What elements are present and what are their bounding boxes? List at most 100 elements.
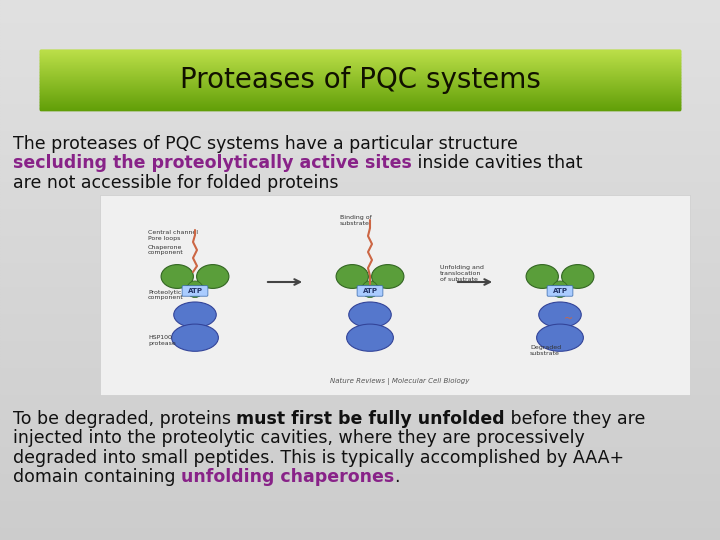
FancyBboxPatch shape xyxy=(547,286,573,296)
Bar xyxy=(0,119,720,122)
Text: ATP: ATP xyxy=(552,288,567,294)
Bar xyxy=(0,211,720,213)
Bar xyxy=(0,105,720,108)
Bar xyxy=(40,76,680,77)
Ellipse shape xyxy=(161,265,194,288)
Bar xyxy=(0,40,720,43)
Bar xyxy=(40,85,680,86)
Bar xyxy=(0,289,720,292)
Bar xyxy=(0,516,720,518)
Bar xyxy=(40,52,680,53)
Bar xyxy=(0,51,720,54)
Bar xyxy=(40,64,680,65)
Ellipse shape xyxy=(346,324,393,352)
Bar xyxy=(0,402,720,405)
Bar xyxy=(0,73,720,76)
Bar xyxy=(0,27,720,30)
Bar xyxy=(0,356,720,359)
Bar xyxy=(40,81,680,82)
Bar xyxy=(0,146,720,148)
Bar xyxy=(40,68,680,69)
Bar xyxy=(0,167,720,170)
Bar xyxy=(40,60,680,61)
Ellipse shape xyxy=(362,281,378,298)
Bar xyxy=(0,173,720,176)
Bar xyxy=(40,66,680,67)
Bar xyxy=(40,65,680,66)
Bar xyxy=(0,467,720,470)
Ellipse shape xyxy=(539,302,581,327)
Bar xyxy=(0,32,720,35)
Bar xyxy=(100,195,690,395)
Bar xyxy=(0,11,720,14)
Bar xyxy=(40,97,680,98)
Bar xyxy=(0,68,720,70)
Bar xyxy=(40,99,680,100)
Bar xyxy=(0,265,720,267)
Bar xyxy=(0,486,720,489)
Bar xyxy=(40,99,680,100)
Bar xyxy=(0,151,720,154)
Bar xyxy=(40,77,680,78)
Bar xyxy=(0,392,720,394)
Bar xyxy=(0,256,720,259)
Bar xyxy=(0,408,720,410)
Bar xyxy=(40,69,680,70)
Bar xyxy=(0,400,720,402)
Text: ATP: ATP xyxy=(362,288,377,294)
Bar xyxy=(40,106,680,107)
Text: ~: ~ xyxy=(564,314,573,324)
Bar xyxy=(0,135,720,138)
Bar xyxy=(40,96,680,97)
Bar xyxy=(40,90,680,91)
Bar xyxy=(40,86,680,87)
Bar xyxy=(40,75,680,76)
Bar xyxy=(40,63,680,64)
Bar xyxy=(0,335,720,338)
Bar xyxy=(0,475,720,478)
Bar xyxy=(40,95,680,96)
Bar xyxy=(40,102,680,103)
Bar xyxy=(0,81,720,84)
Bar xyxy=(40,106,680,107)
Bar xyxy=(40,105,680,106)
Bar xyxy=(0,267,720,270)
Bar xyxy=(0,510,720,513)
Bar xyxy=(0,305,720,308)
Bar xyxy=(0,159,720,162)
Bar xyxy=(0,532,720,535)
Text: inside cavities that: inside cavities that xyxy=(412,154,582,172)
Bar xyxy=(0,505,720,508)
Bar xyxy=(0,0,720,3)
Bar xyxy=(0,346,720,348)
Bar xyxy=(0,130,720,132)
Bar xyxy=(40,55,680,56)
Bar xyxy=(0,284,720,286)
Ellipse shape xyxy=(174,302,216,327)
Bar xyxy=(40,82,680,83)
Bar xyxy=(0,351,720,354)
Bar xyxy=(0,113,720,116)
Bar xyxy=(40,98,680,99)
Bar xyxy=(0,162,720,165)
Ellipse shape xyxy=(526,265,559,288)
Bar xyxy=(0,176,720,178)
Bar xyxy=(40,64,680,65)
Bar xyxy=(0,202,720,205)
Bar xyxy=(0,3,720,5)
Bar xyxy=(40,58,680,59)
Bar xyxy=(40,57,680,58)
Bar xyxy=(40,70,680,71)
Bar xyxy=(40,65,680,66)
Bar xyxy=(0,94,720,97)
Bar xyxy=(0,451,720,454)
Bar xyxy=(40,95,680,96)
Text: before they are: before they are xyxy=(505,410,646,428)
Bar xyxy=(0,143,720,146)
Bar xyxy=(40,78,680,79)
Ellipse shape xyxy=(372,265,404,288)
Bar xyxy=(40,86,680,87)
Bar xyxy=(0,491,720,494)
Bar xyxy=(0,22,720,24)
Bar xyxy=(40,63,680,64)
